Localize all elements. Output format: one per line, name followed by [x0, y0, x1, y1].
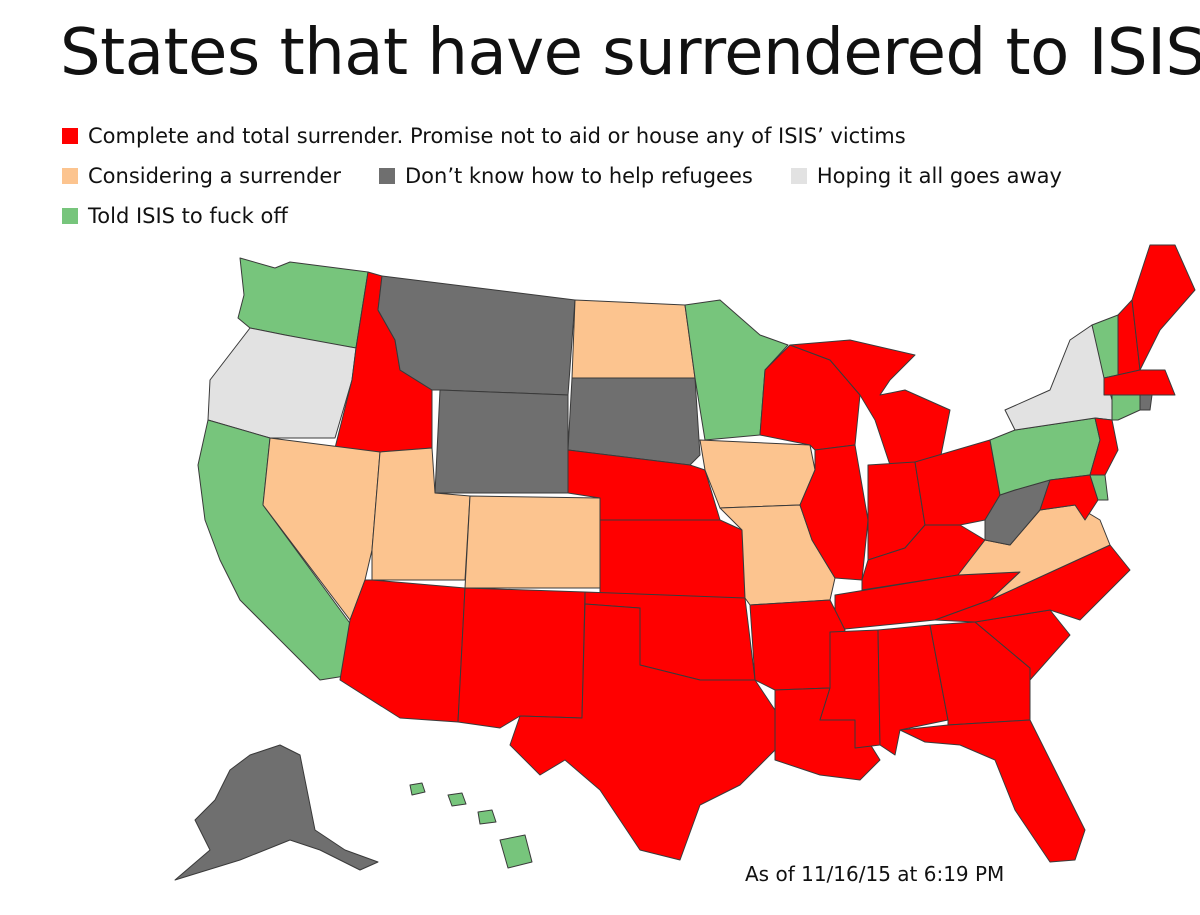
legend-item-hoping: Hoping it all goes away	[790, 156, 1062, 196]
state-il	[799, 444, 869, 581]
legend-item-told-off: Told ISIS to fuck off	[62, 196, 288, 236]
state-tx	[509, 603, 776, 861]
state-mi	[789, 339, 951, 466]
state-fl	[899, 719, 1086, 863]
legend-swatch-surrender	[62, 128, 78, 144]
state-sd	[567, 377, 701, 466]
state-me	[1131, 244, 1196, 371]
legend-label-hoping: Hoping it all goes away	[816, 164, 1062, 188]
page-title: States that have surrendered to ISIS	[60, 16, 1200, 90]
state-mt	[377, 275, 576, 396]
state-ia	[699, 439, 816, 509]
legend-label-surrender: Complete and total surrender. Promise no…	[88, 124, 906, 148]
legend-swatch-told-off	[62, 208, 78, 224]
legend-item-surrender: Complete and total surrender. Promise no…	[62, 116, 906, 156]
state-nm	[457, 587, 586, 729]
state-az	[339, 579, 466, 723]
state-ks	[599, 519, 746, 599]
state-nd	[571, 299, 696, 379]
state-wy	[434, 389, 569, 494]
legend-label-dont-know: Don’t know how to help refugees	[404, 164, 753, 188]
legend-label-told-off: Told ISIS to fuck off	[88, 204, 288, 228]
legend-label-considering: Considering a surrender	[88, 164, 341, 188]
us-map	[174, 244, 1196, 881]
legend-item-dont-know: Don’t know how to help refugees	[378, 156, 753, 196]
legend-item-considering: Considering a surrender	[62, 156, 341, 196]
state-ct	[1111, 394, 1141, 421]
map-legend: Complete and total surrender. Promise no…	[62, 116, 1100, 236]
state-ma	[1103, 369, 1176, 396]
state-ri	[1139, 394, 1153, 411]
state-de	[1089, 474, 1109, 501]
state-ak	[174, 744, 379, 881]
state-co	[464, 495, 601, 589]
state-or	[207, 327, 357, 439]
legend-swatch-hoping	[790, 168, 807, 184]
legend-swatch-dont-know	[378, 168, 395, 184]
legend-swatch-considering	[62, 168, 78, 184]
timestamp-note: As of 11/16/15 at 6:19 PM	[745, 862, 1005, 886]
state-hi	[409, 782, 533, 869]
